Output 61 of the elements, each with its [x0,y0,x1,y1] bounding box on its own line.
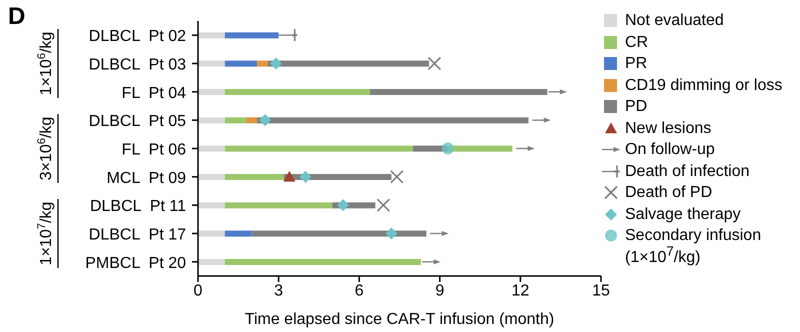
bar [198,146,225,152]
x-tick-label: 9 [435,282,444,300]
y-tick-label: DLBCL Pt 03 [88,56,186,74]
point [283,170,296,182]
bar [246,117,258,124]
bar [198,60,225,67]
x-tick-label: 3 [274,282,284,300]
point [434,259,441,264]
point [337,199,350,212]
y-tick-label: MCL Pt 09 [106,170,186,187]
bar [224,202,332,208]
chart-title: D [8,3,26,30]
legend-label: Not evaluated [625,11,725,31]
bar [198,117,225,124]
point [299,170,312,183]
bar [252,230,426,237]
legend-label: Secondary infusion (1×10$^{7}$/kg) [625,226,762,268]
point [259,114,272,126]
legend-label: CD19 dimming or loss [625,76,783,96]
x-tick-label: 0 [194,282,203,300]
point [270,58,282,70]
bar [224,60,258,67]
bar [198,174,225,180]
bar [224,174,284,180]
x-axis-title: Time elapsed since CAR-T infusion (month) [244,311,554,328]
bar [224,259,421,265]
y-tick-label: DLBCL Pt 17 [88,226,186,244]
y-tick-label: PMBCL Pt 20 [85,254,186,272]
bar [257,60,268,67]
legend-label: Death of PD [625,183,714,203]
legend-label: New lesions [625,118,712,138]
point [560,89,567,94]
bar [370,89,548,95]
bar [198,230,225,237]
x-tick-label: 15 [592,282,610,300]
point [385,228,398,240]
y-tick-label: DLBCL Pt 11 [90,198,186,216]
legend-label: PR [625,54,648,74]
bar [224,146,413,152]
legend-label: PD [625,97,648,117]
bar [224,32,279,38]
y-tick-label: DLBCL Pt 02 [88,28,186,46]
bar [224,230,252,237]
legend-label: On follow-up [625,140,716,160]
y-tick-label: DLBCL Pt 05 [88,113,186,130]
legend-label: Death of infection [625,162,751,182]
y-tick-label: FL Pt 04 [122,84,186,102]
bar [198,259,225,265]
bar [224,117,246,124]
bar [224,89,370,95]
point [544,118,551,123]
bar [198,32,225,38]
bar [198,202,225,208]
x-tick-label: 6 [354,282,364,300]
point [442,142,454,154]
bar [198,89,225,95]
legend-label: CR [625,32,650,52]
y-tick-label: FL Pt 06 [122,142,186,158]
bar [257,117,528,124]
legend-label: Salvage therapy [625,204,742,224]
x-tick-label: 12 [512,282,530,300]
